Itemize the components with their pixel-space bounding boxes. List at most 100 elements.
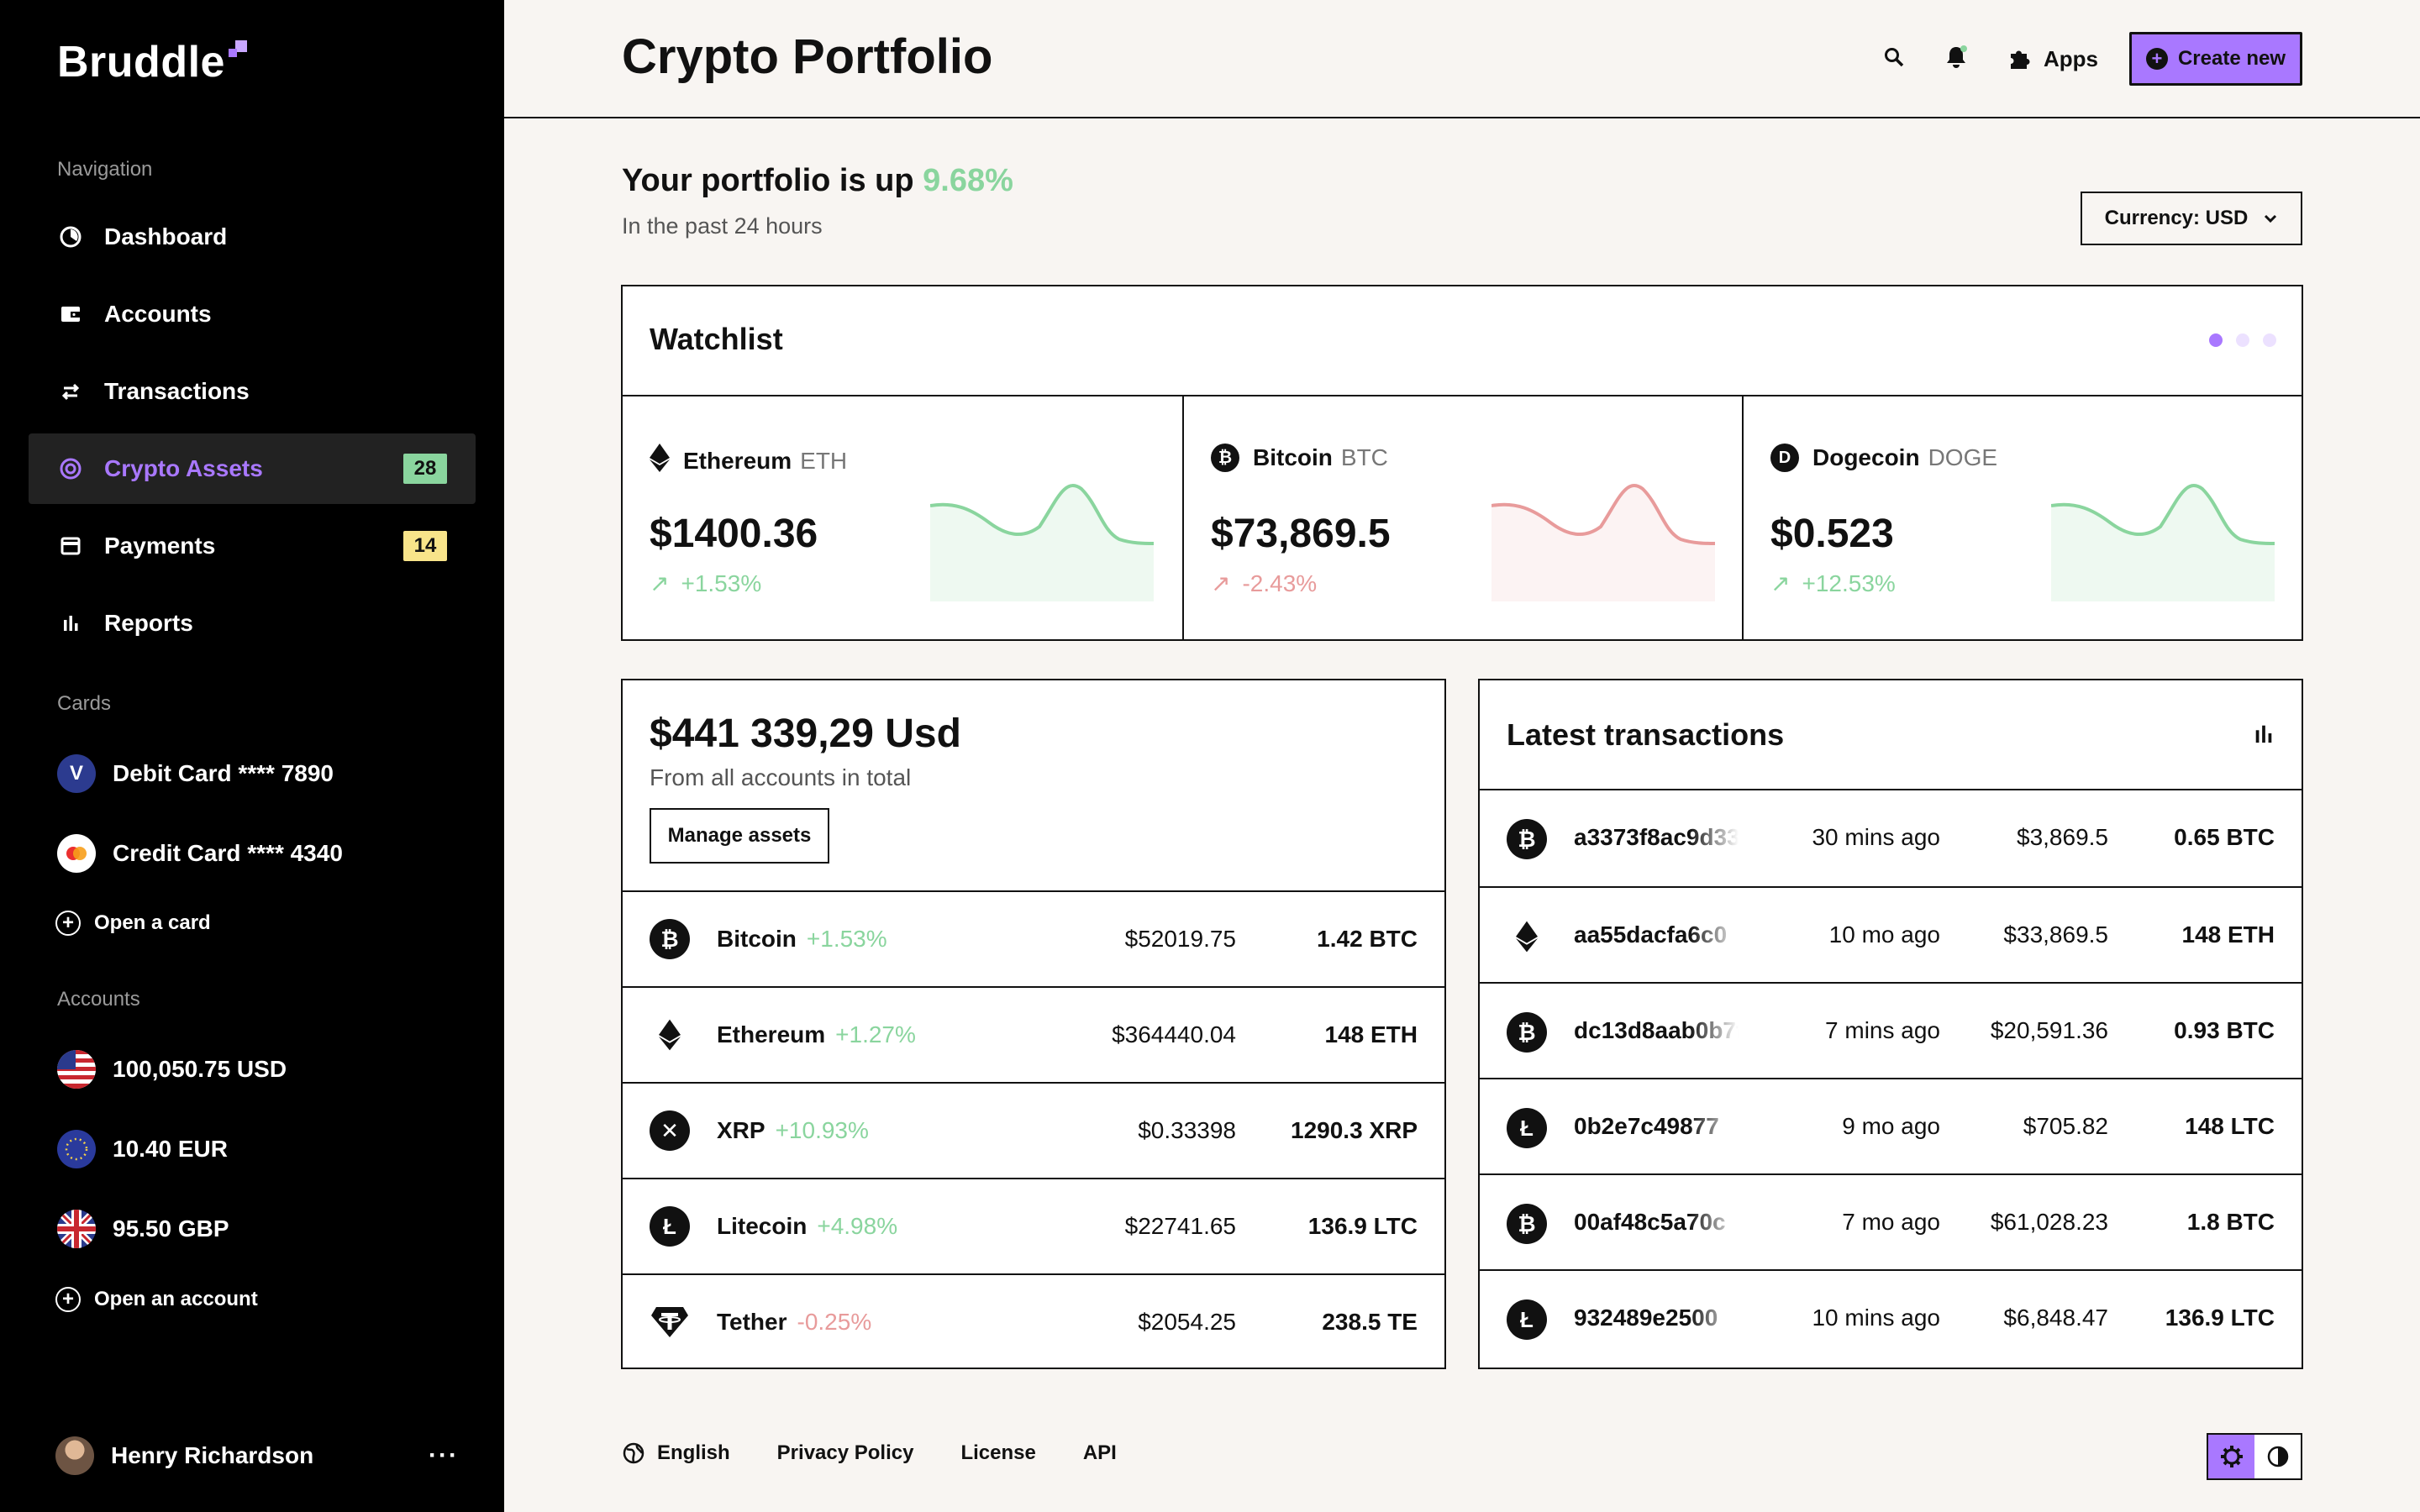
portfolio-headline: Your portfolio is up 9.68%	[622, 163, 1013, 199]
transaction-time: 10 mins ago	[1812, 1305, 1940, 1331]
create-new-label: Create new	[2177, 47, 2286, 70]
asset-row[interactable]: Tether -0.25% $2054.25 238.5 TE	[623, 1273, 1444, 1369]
coin-price: $73,869.5	[1211, 512, 1391, 556]
user-profile[interactable]: Henry Richardson ···	[55, 1435, 459, 1477]
account-label: 95.50 GBP	[113, 1215, 229, 1242]
sidebar-item-payments[interactable]: Payments 14	[29, 511, 476, 581]
open-card-link[interactable]: + Open a card	[55, 911, 211, 936]
manage-assets-button[interactable]: Manage assets	[650, 808, 829, 864]
carousel-dot-active[interactable]	[2209, 333, 2223, 347]
transaction-hash: dc13d8aab0b7f	[1574, 1017, 1739, 1043]
language-selector[interactable]: English	[622, 1441, 730, 1465]
light-mode-button[interactable]	[2208, 1435, 2254, 1478]
transaction-amount: 148 ETH	[2181, 921, 2275, 948]
account-label: 100,050.75 USD	[113, 1056, 287, 1082]
transaction-row[interactable]: Ł 0b2e7c49877 9 mo ago $705.82 148 LTC	[1480, 1078, 2302, 1173]
ethereum-icon	[650, 1015, 690, 1055]
transaction-amount: 148 LTC	[2185, 1113, 2275, 1139]
headline-text: Your portfolio is up	[622, 163, 914, 198]
sidebar: Bruddle Navigation Dashboard Accounts Tr…	[0, 0, 504, 1512]
transaction-row[interactable]: aa55dacfa6c0 10 mo ago $33,869.5 148 ETH	[1480, 886, 2302, 982]
license-link[interactable]: License	[960, 1441, 1036, 1464]
transaction-row[interactable]: ₿ dc13d8aab0b7f 7 mins ago $20,591.36 0.…	[1480, 982, 2302, 1078]
sidebar-item-dashboard[interactable]: Dashboard	[29, 202, 476, 272]
transaction-time: 30 mins ago	[1812, 824, 1940, 850]
watchlist-card-bitcoin[interactable]: ₿ Bitcoin BTC $73,869.5 ↗ -2.43%	[1182, 396, 1742, 641]
sidebar-item-transactions[interactable]: Transactions	[29, 356, 476, 427]
asset-amount: 136.9 LTC	[1307, 1213, 1418, 1239]
asset-usd-value: $0.33398	[1138, 1117, 1236, 1143]
arrow-up-right-icon: ↗	[1211, 570, 1231, 596]
asset-amount: 1290.3 XRP	[1291, 1117, 1418, 1143]
privacy-policy-link[interactable]: Privacy Policy	[776, 1441, 914, 1464]
coin-change: ↗ +12.53%	[1770, 570, 1896, 597]
theme-toggle[interactable]	[2207, 1433, 2302, 1480]
sparkline-chart	[1491, 484, 1715, 601]
watchlist-panel: Watchlist Ethereum ETH $1400.36 ↗ +1.53%…	[621, 285, 2303, 641]
asset-name: XRP +10.93%	[717, 1117, 869, 1143]
total-balance-subtitle: From all accounts in total	[650, 764, 912, 790]
sidebar-item-accounts[interactable]: Accounts	[29, 279, 476, 349]
ethereum-icon	[650, 444, 670, 478]
asset-usd-value: $22741.65	[1124, 1213, 1236, 1239]
coin-name: D Dogecoin DOGE	[1770, 444, 1997, 472]
logo-mark-icon	[229, 40, 247, 59]
dashboard-icon	[57, 223, 84, 250]
account-item-usd[interactable]: 100,050.75 USD	[57, 1048, 287, 1090]
search-button[interactable]	[1882, 40, 1906, 77]
coin-change-value: -2.43%	[1242, 570, 1318, 596]
accounts-section-label: Accounts	[57, 988, 140, 1011]
cards-section-label: Cards	[57, 692, 112, 715]
transaction-amount: 0.93 BTC	[2174, 1017, 2275, 1043]
account-item-eur[interactable]: 10.40 EUR	[57, 1128, 228, 1170]
transaction-usd: $705.82	[2023, 1113, 2108, 1139]
coin-label: Ethereum	[683, 447, 792, 474]
coin-symbol: DOGE	[1928, 444, 1998, 470]
top-bar: Crypto Portfolio Apps + Create new	[504, 0, 2420, 118]
card-item-debit[interactable]: V Debit Card **** 7890	[57, 753, 334, 795]
transaction-row[interactable]: ₿ a3373f8ac9d33 30 mins ago $3,869.5 0.6…	[1480, 790, 2302, 886]
transaction-usd: $61,028.23	[1990, 1209, 2108, 1235]
sidebar-item-crypto-assets[interactable]: Crypto Assets 28	[29, 433, 476, 504]
transaction-hash: 0b2e7c49877	[1574, 1113, 1719, 1139]
apps-button[interactable]: Apps	[2007, 40, 2098, 77]
watchlist-card-dogecoin[interactable]: D Dogecoin DOGE $0.523 ↗ +12.53%	[1742, 396, 2302, 641]
transaction-time: 7 mins ago	[1825, 1017, 1940, 1043]
account-label: 10.40 EUR	[113, 1136, 228, 1162]
ethereum-icon	[1507, 916, 1547, 957]
plus-circle-icon: +	[55, 911, 81, 936]
card-item-credit[interactable]: Credit Card **** 4340	[57, 832, 343, 874]
asset-row[interactable]: Ł Litecoin +4.98% $22741.65 136.9 LTC	[623, 1178, 1444, 1273]
asset-name: Litecoin +4.98%	[717, 1213, 898, 1239]
asset-name: Bitcoin +1.53%	[717, 926, 887, 952]
apps-label: Apps	[2044, 45, 2098, 71]
notifications-button[interactable]	[1943, 40, 1970, 77]
app-logo[interactable]: Bruddle	[57, 38, 225, 87]
sidebar-item-label: Dashboard	[104, 223, 228, 249]
mastercard-icon	[57, 834, 96, 873]
api-link[interactable]: API	[1082, 1441, 1117, 1464]
currency-select[interactable]: Currency: USD	[2081, 192, 2302, 245]
carousel-dot[interactable]	[2263, 333, 2276, 347]
more-options-icon[interactable]: ···	[429, 1441, 459, 1469]
asset-row[interactable]: ✕ XRP +10.93% $0.33398 1290.3 XRP	[623, 1082, 1444, 1178]
carousel-dot[interactable]	[2236, 333, 2249, 347]
asset-row[interactable]: ₿ Bitcoin +1.53% $52019.75 1.42 BTC	[623, 890, 1444, 986]
litecoin-icon: Ł	[1507, 1108, 1547, 1148]
coin-symbol: ETH	[800, 447, 848, 474]
open-account-link[interactable]: + Open an account	[55, 1287, 258, 1312]
transaction-row[interactable]: ₿ 00af48c5a70c 7 mo ago $61,028.23 1.8 B…	[1480, 1173, 2302, 1269]
sidebar-item-reports[interactable]: Reports	[29, 588, 476, 659]
transaction-row[interactable]: Ł 932489e2500 10 mins ago $6,848.47 136.…	[1480, 1269, 2302, 1365]
chevron-down-icon	[2263, 209, 2278, 228]
create-new-button[interactable]: + Create new	[2129, 32, 2302, 86]
watchlist-card-ethereum[interactable]: Ethereum ETH $1400.36 ↗ +1.53%	[623, 396, 1182, 641]
account-item-gbp[interactable]: 95.50 GBP	[57, 1208, 229, 1250]
asset-name: Ethereum +1.27%	[717, 1021, 916, 1047]
bar-chart-icon[interactable]	[2253, 722, 2275, 748]
sparkline-chart	[2051, 484, 2275, 601]
dark-mode-button[interactable]	[2254, 1435, 2301, 1478]
transaction-hash: a3373f8ac9d33	[1574, 824, 1739, 850]
coin-symbol: BTC	[1340, 444, 1388, 470]
asset-row[interactable]: Ethereum +1.27% $364440.04 148 ETH	[623, 986, 1444, 1082]
